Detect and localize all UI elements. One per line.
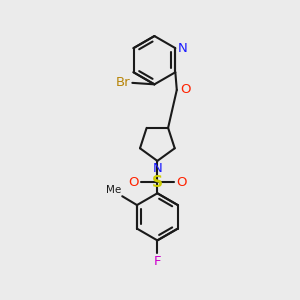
Text: Br: Br [116, 76, 131, 89]
Text: N: N [152, 162, 162, 176]
Text: O: O [176, 176, 186, 189]
Text: F: F [154, 255, 161, 268]
Text: N: N [178, 42, 188, 55]
Text: O: O [128, 176, 139, 189]
Text: Me: Me [106, 185, 121, 195]
Text: O: O [180, 83, 191, 96]
Text: S: S [152, 175, 163, 190]
